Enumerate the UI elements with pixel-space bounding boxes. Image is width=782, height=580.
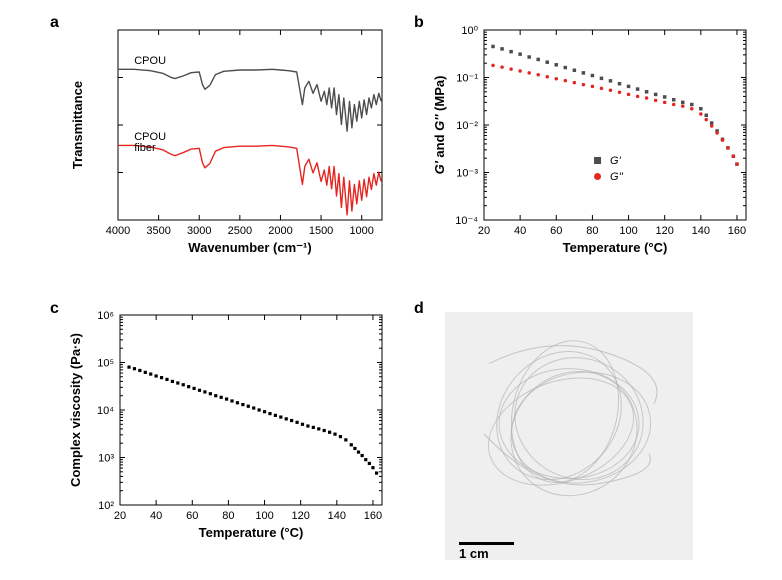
svg-text:160: 160 [364,510,382,522]
svg-text:10⁴: 10⁴ [97,405,114,417]
svg-text:40: 40 [514,225,526,237]
svg-text:40: 40 [150,510,162,522]
panel-d-photo: 1 cm [445,312,693,560]
svg-text:Temperature (°C): Temperature (°C) [199,525,304,540]
svg-text:100: 100 [255,510,273,522]
svg-text:3000: 3000 [187,225,211,237]
svg-text:160: 160 [728,225,746,237]
svg-text:fiber: fiber [134,142,156,154]
svg-text:Transmittance: Transmittance [70,81,85,169]
svg-text:1000: 1000 [349,225,373,237]
svg-text:140: 140 [328,510,346,522]
svg-text:10⁻¹: 10⁻¹ [456,73,478,85]
svg-text:Wavenumber (cm⁻¹): Wavenumber (cm⁻¹) [188,240,311,255]
svg-text:20: 20 [478,225,490,237]
chart-b: 20 40 60 80 100 120 140 160 10⁻⁴ 10⁻³ 10⁻² 10⁻¹ 10⁰ T… [426,20,756,260]
svg-text:20: 20 [114,510,126,522]
svg-text:2500: 2500 [228,225,252,237]
svg-text:3500: 3500 [146,225,170,237]
svg-text:10⁻²: 10⁻² [456,120,478,132]
panel-label-a: a [50,14,59,32]
svg-text:G' and G'' (MPa): G' and G'' (MPa) [432,76,447,175]
svg-text:10⁻⁴: 10⁻⁴ [455,215,478,227]
svg-text:2000: 2000 [268,225,292,237]
svg-text:10⁰: 10⁰ [461,25,478,37]
chart-a: 4000 3500 3000 2500 2000 1500 1000 Wavenumber (… [62,20,392,260]
svg-text:CPOU: CPOU [134,55,166,67]
svg-text:10⁵: 10⁵ [97,358,114,370]
svg-text:Temperature (°C): Temperature (°C) [563,240,668,255]
svg-text:120: 120 [656,225,674,237]
svg-text:80: 80 [222,510,234,522]
svg-text:80: 80 [586,225,598,237]
svg-text:10²: 10² [98,500,114,512]
svg-text:G'': G'' [610,171,624,183]
svg-text:Complex viscosity (Pa·s): Complex viscosity (Pa·s) [68,333,83,487]
panel-label-c: c [50,300,59,318]
panel-label-b: b [414,14,424,32]
svg-text:10³: 10³ [98,453,114,465]
svg-text:4000: 4000 [106,225,130,237]
svg-text:1500: 1500 [309,225,333,237]
figure-root: a b c d 4000 3500 3000 2500 2000 1500 1000 Wave… [0,0,782,580]
svg-text:140: 140 [692,225,710,237]
panel-label-d: d [414,300,424,318]
chart-c: 20 40 60 80 100 120 140 160 10² 10³ 10⁴ 10⁵ 10⁶ Tempe… [62,305,392,545]
svg-text:G': G' [610,155,622,167]
svg-text:120: 120 [292,510,310,522]
svg-text:60: 60 [186,510,198,522]
svg-text:10⁻³: 10⁻³ [456,168,478,180]
svg-text:60: 60 [550,225,562,237]
svg-text:10⁶: 10⁶ [97,310,114,322]
svg-text:1 cm: 1 cm [459,546,489,560]
svg-text:100: 100 [619,225,637,237]
